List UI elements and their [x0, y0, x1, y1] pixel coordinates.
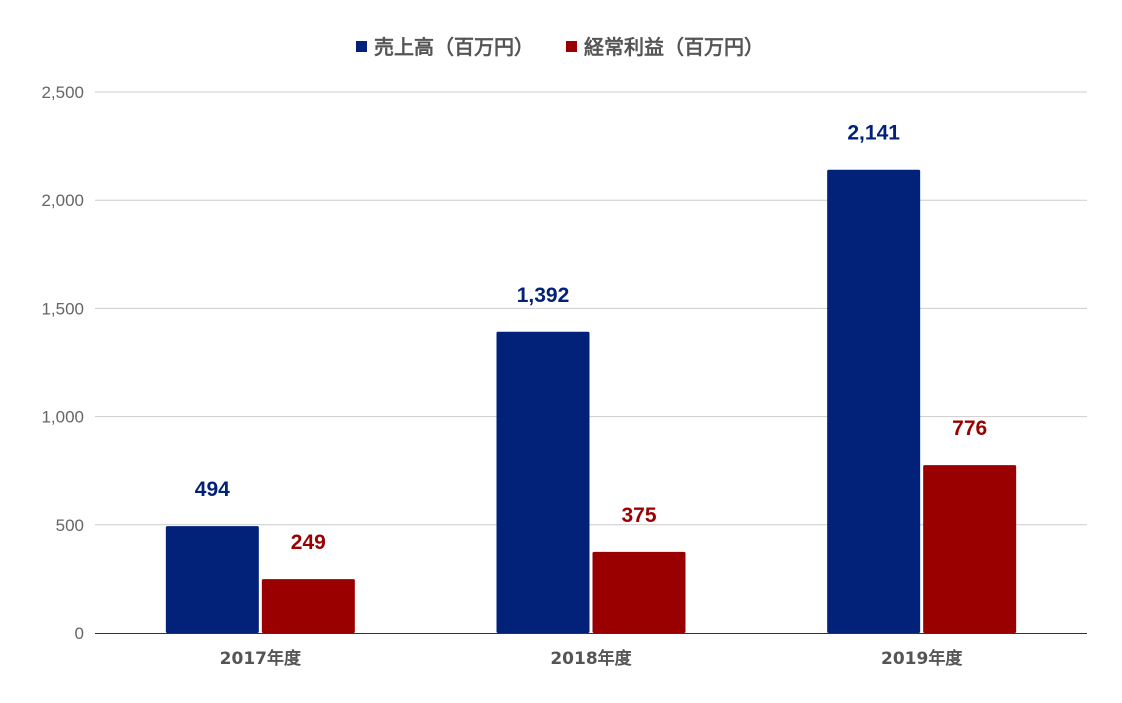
- bar-2-1: [923, 465, 1017, 633]
- legend-label-0: 売上高（百万円）: [374, 35, 534, 59]
- data-label-2-1: 776: [952, 417, 987, 440]
- data-label-0-0: 494: [195, 478, 230, 501]
- y-tick-label-2: 1,000: [41, 408, 84, 427]
- data-label-1-0: 1,392: [517, 284, 570, 307]
- data-labels: 494 249 1,392 375 2,141 776: [195, 122, 987, 554]
- legend-swatch-1: [566, 41, 577, 52]
- y-tick-label-1: 500: [56, 516, 84, 535]
- bar-1-0: [496, 331, 590, 633]
- bars: [165, 169, 1017, 633]
- x-axis: 2017年度 2018年度 2019年度: [95, 633, 1087, 669]
- y-tick-label-4: 2,000: [41, 191, 84, 210]
- bar-0-1: [261, 579, 355, 633]
- data-label-0-1: 249: [291, 531, 326, 554]
- legend-label-1: 経常利益（百万円）: [584, 35, 764, 59]
- gridlines: [95, 91, 1087, 526]
- x-tick-label-2: 2019年度: [881, 648, 963, 669]
- y-tick-label-3: 1,500: [41, 299, 84, 318]
- bar-1-1: [592, 551, 686, 633]
- x-tick-label-0: 2017年度: [220, 648, 302, 669]
- bar-2-0: [827, 169, 921, 633]
- y-axis-ticks: 0 500 1,000 1,500 2,000 2,500: [41, 83, 84, 643]
- legend-swatch-0: [356, 41, 367, 52]
- y-tick-label-0: 0: [75, 624, 84, 643]
- data-label-1-1: 375: [621, 504, 656, 527]
- data-label-2-0: 2,141: [847, 122, 900, 145]
- x-tick-label-1: 2018年度: [550, 648, 632, 669]
- legend: 売上高（百万円） 経常利益（百万円）: [356, 35, 764, 59]
- y-tick-label-5: 2,500: [41, 83, 84, 102]
- bar-0-0: [165, 526, 259, 633]
